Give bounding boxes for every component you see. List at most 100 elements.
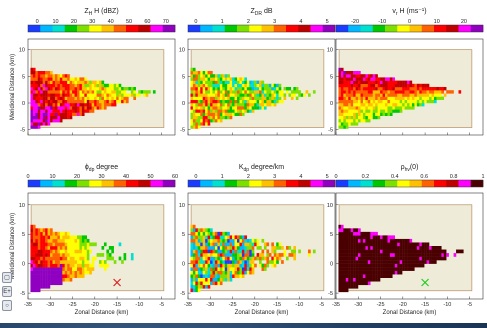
data-cell bbox=[263, 103, 267, 107]
data-cell bbox=[241, 256, 245, 261]
data-cell bbox=[244, 246, 247, 250]
data-cell bbox=[207, 119, 211, 123]
data-cell bbox=[399, 238, 403, 243]
data-cell bbox=[397, 87, 400, 91]
data-cell bbox=[69, 249, 73, 254]
data-cell bbox=[205, 93, 208, 97]
data-cell bbox=[338, 253, 342, 257]
data-cell bbox=[271, 96, 274, 100]
data-cell bbox=[195, 242, 198, 247]
data-cell bbox=[79, 238, 83, 243]
data-cell bbox=[239, 249, 243, 254]
data-cell bbox=[441, 90, 444, 94]
data-cell bbox=[426, 99, 430, 104]
data-cell bbox=[234, 260, 238, 264]
data-cell bbox=[210, 90, 213, 94]
data-cell bbox=[30, 274, 34, 278]
data-cell bbox=[355, 231, 359, 236]
data-cell bbox=[241, 99, 245, 104]
data-cell bbox=[372, 263, 376, 268]
data-cell bbox=[232, 80, 235, 84]
data-cell bbox=[312, 90, 316, 94]
data-cell bbox=[350, 83, 354, 88]
data-cell bbox=[42, 274, 46, 278]
data-cell bbox=[382, 96, 386, 100]
data-cell bbox=[32, 103, 36, 107]
data-cell bbox=[426, 242, 430, 247]
data-cell bbox=[365, 80, 369, 84]
data-cell bbox=[35, 267, 38, 271]
data-cell bbox=[340, 242, 344, 247]
data-cell bbox=[108, 256, 112, 261]
data-cell bbox=[446, 90, 449, 94]
data-cell bbox=[266, 87, 270, 91]
data-cell bbox=[355, 80, 359, 84]
data-cell bbox=[263, 242, 267, 247]
data-cell bbox=[251, 90, 255, 94]
colorbar-frame bbox=[27, 179, 176, 188]
data-cell bbox=[40, 246, 43, 250]
data-cell bbox=[197, 96, 201, 100]
window-button[interactable]: ▢ bbox=[2, 272, 12, 283]
data-cell bbox=[214, 93, 218, 97]
data-cell bbox=[64, 106, 68, 110]
data-cell bbox=[192, 96, 196, 100]
data-cell bbox=[251, 267, 255, 271]
data-cell bbox=[402, 249, 405, 254]
data-cell bbox=[350, 256, 354, 261]
data-cell bbox=[205, 256, 208, 261]
data-cell bbox=[200, 270, 203, 275]
data-cell bbox=[380, 93, 383, 97]
data-cell bbox=[394, 96, 398, 100]
data-cell bbox=[35, 112, 38, 116]
data-cell bbox=[362, 119, 366, 123]
data-cell bbox=[367, 235, 371, 240]
colorbar-segment bbox=[372, 25, 386, 32]
data-cell bbox=[414, 96, 418, 100]
data-cell bbox=[77, 109, 80, 113]
data-cell bbox=[224, 235, 228, 240]
data-cell bbox=[399, 83, 403, 88]
data-cell bbox=[338, 90, 342, 94]
colorbar-tick-label: 20 bbox=[461, 19, 467, 25]
data-cell bbox=[45, 284, 48, 289]
data-cell bbox=[338, 125, 342, 129]
data-cell bbox=[81, 246, 85, 250]
data-cell bbox=[239, 238, 243, 243]
data-cell bbox=[348, 71, 351, 75]
data-cell bbox=[234, 83, 238, 88]
data-cell bbox=[37, 267, 41, 271]
data-cell bbox=[227, 231, 230, 236]
data-cell bbox=[237, 267, 240, 271]
data-cell bbox=[407, 249, 410, 254]
data-cell bbox=[192, 74, 196, 78]
data-cell bbox=[195, 125, 198, 129]
data-cell bbox=[399, 93, 403, 97]
data-cell bbox=[37, 74, 41, 78]
data-cell bbox=[205, 238, 208, 243]
data-cell bbox=[392, 80, 395, 84]
data-cell bbox=[190, 260, 194, 264]
data-cell bbox=[343, 235, 346, 240]
data-cell bbox=[195, 284, 198, 289]
data-cell bbox=[290, 249, 294, 254]
zoom-button[interactable]: E+ bbox=[2, 286, 12, 297]
data-cell bbox=[32, 238, 36, 243]
data-cell bbox=[219, 77, 223, 81]
colorbar-segment bbox=[200, 180, 213, 187]
data-cell bbox=[340, 249, 344, 254]
data-cell bbox=[214, 281, 218, 286]
data-cell bbox=[263, 87, 267, 91]
data-cell bbox=[273, 87, 277, 91]
data-cell bbox=[62, 90, 65, 94]
data-cell bbox=[35, 109, 38, 113]
data-cell bbox=[197, 125, 201, 129]
data-cell bbox=[79, 87, 83, 91]
data-cell bbox=[190, 253, 194, 257]
data-cell bbox=[42, 87, 46, 91]
data-cell bbox=[59, 112, 63, 116]
data-cell bbox=[229, 277, 233, 282]
pan-button[interactable]: ○ bbox=[2, 300, 12, 311]
colorbar-segment bbox=[470, 25, 484, 32]
data-cell bbox=[62, 99, 65, 104]
